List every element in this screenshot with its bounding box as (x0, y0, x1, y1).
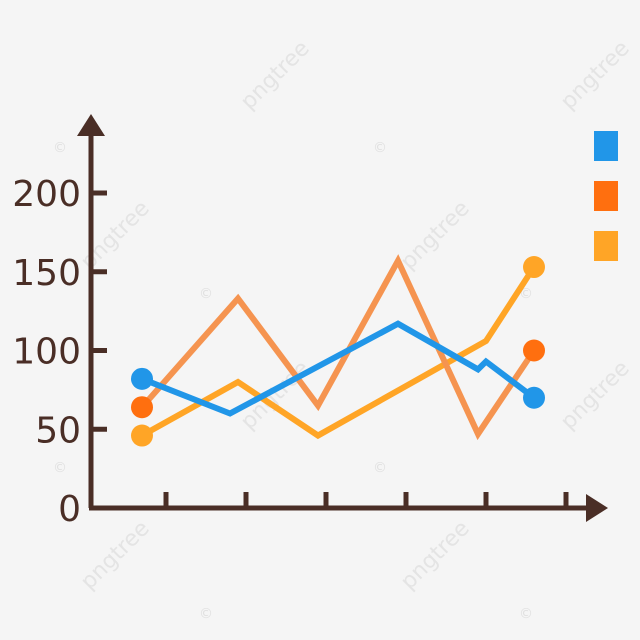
legend-swatch-2 (594, 181, 618, 211)
x-ticks (163, 492, 569, 508)
series-2-start-point (131, 396, 153, 419)
watermark-layer: pngtree pngtree pngtree pngtree pngtree pngtr… (53, 36, 635, 622)
y-tick-label: 100 (12, 332, 81, 373)
y-tick-label: 200 (12, 174, 81, 215)
watermark-copyright-icon: © (519, 606, 533, 622)
series-2-end-point (523, 339, 545, 362)
y-ticks: 0 50 100 150 200 (12, 174, 107, 530)
watermark-copyright-icon: © (373, 140, 387, 156)
series-3-line (139, 264, 537, 440)
watermark-copyright-icon: © (53, 460, 67, 476)
watermark-text: pngtree (76, 196, 155, 275)
series-layer (131, 254, 545, 447)
x-axis-arrow-icon (586, 494, 608, 522)
watermark-copyright-icon: © (199, 286, 213, 302)
watermark-text: pngtree (76, 516, 155, 595)
axes: 0 50 100 150 200 (12, 114, 608, 530)
watermark-text: pngtree (556, 36, 635, 115)
y-tick-label: 0 (58, 489, 81, 530)
watermark-text: pngtree (556, 356, 635, 435)
watermark-text: pngtree (396, 516, 475, 595)
y-axis-arrow-icon (77, 114, 105, 136)
legend-swatch-3 (594, 231, 618, 261)
legend (594, 131, 618, 261)
series-1-end-point (523, 386, 545, 409)
legend-swatch-1 (594, 131, 618, 161)
y-tick-label: 50 (35, 410, 81, 451)
series-1-line (139, 320, 537, 417)
series-1-start-point (131, 367, 153, 390)
series-2-line (139, 254, 537, 441)
series-3-start-point (131, 424, 153, 447)
series-3-end-point (523, 256, 545, 279)
watermark-copyright-icon: © (53, 140, 67, 156)
watermark-copyright-icon: © (373, 460, 387, 476)
watermark-copyright-icon: © (199, 606, 213, 622)
watermark-text: pngtree (396, 196, 475, 275)
watermark-text: pngtree (236, 36, 315, 115)
y-tick-label: 150 (12, 253, 81, 294)
